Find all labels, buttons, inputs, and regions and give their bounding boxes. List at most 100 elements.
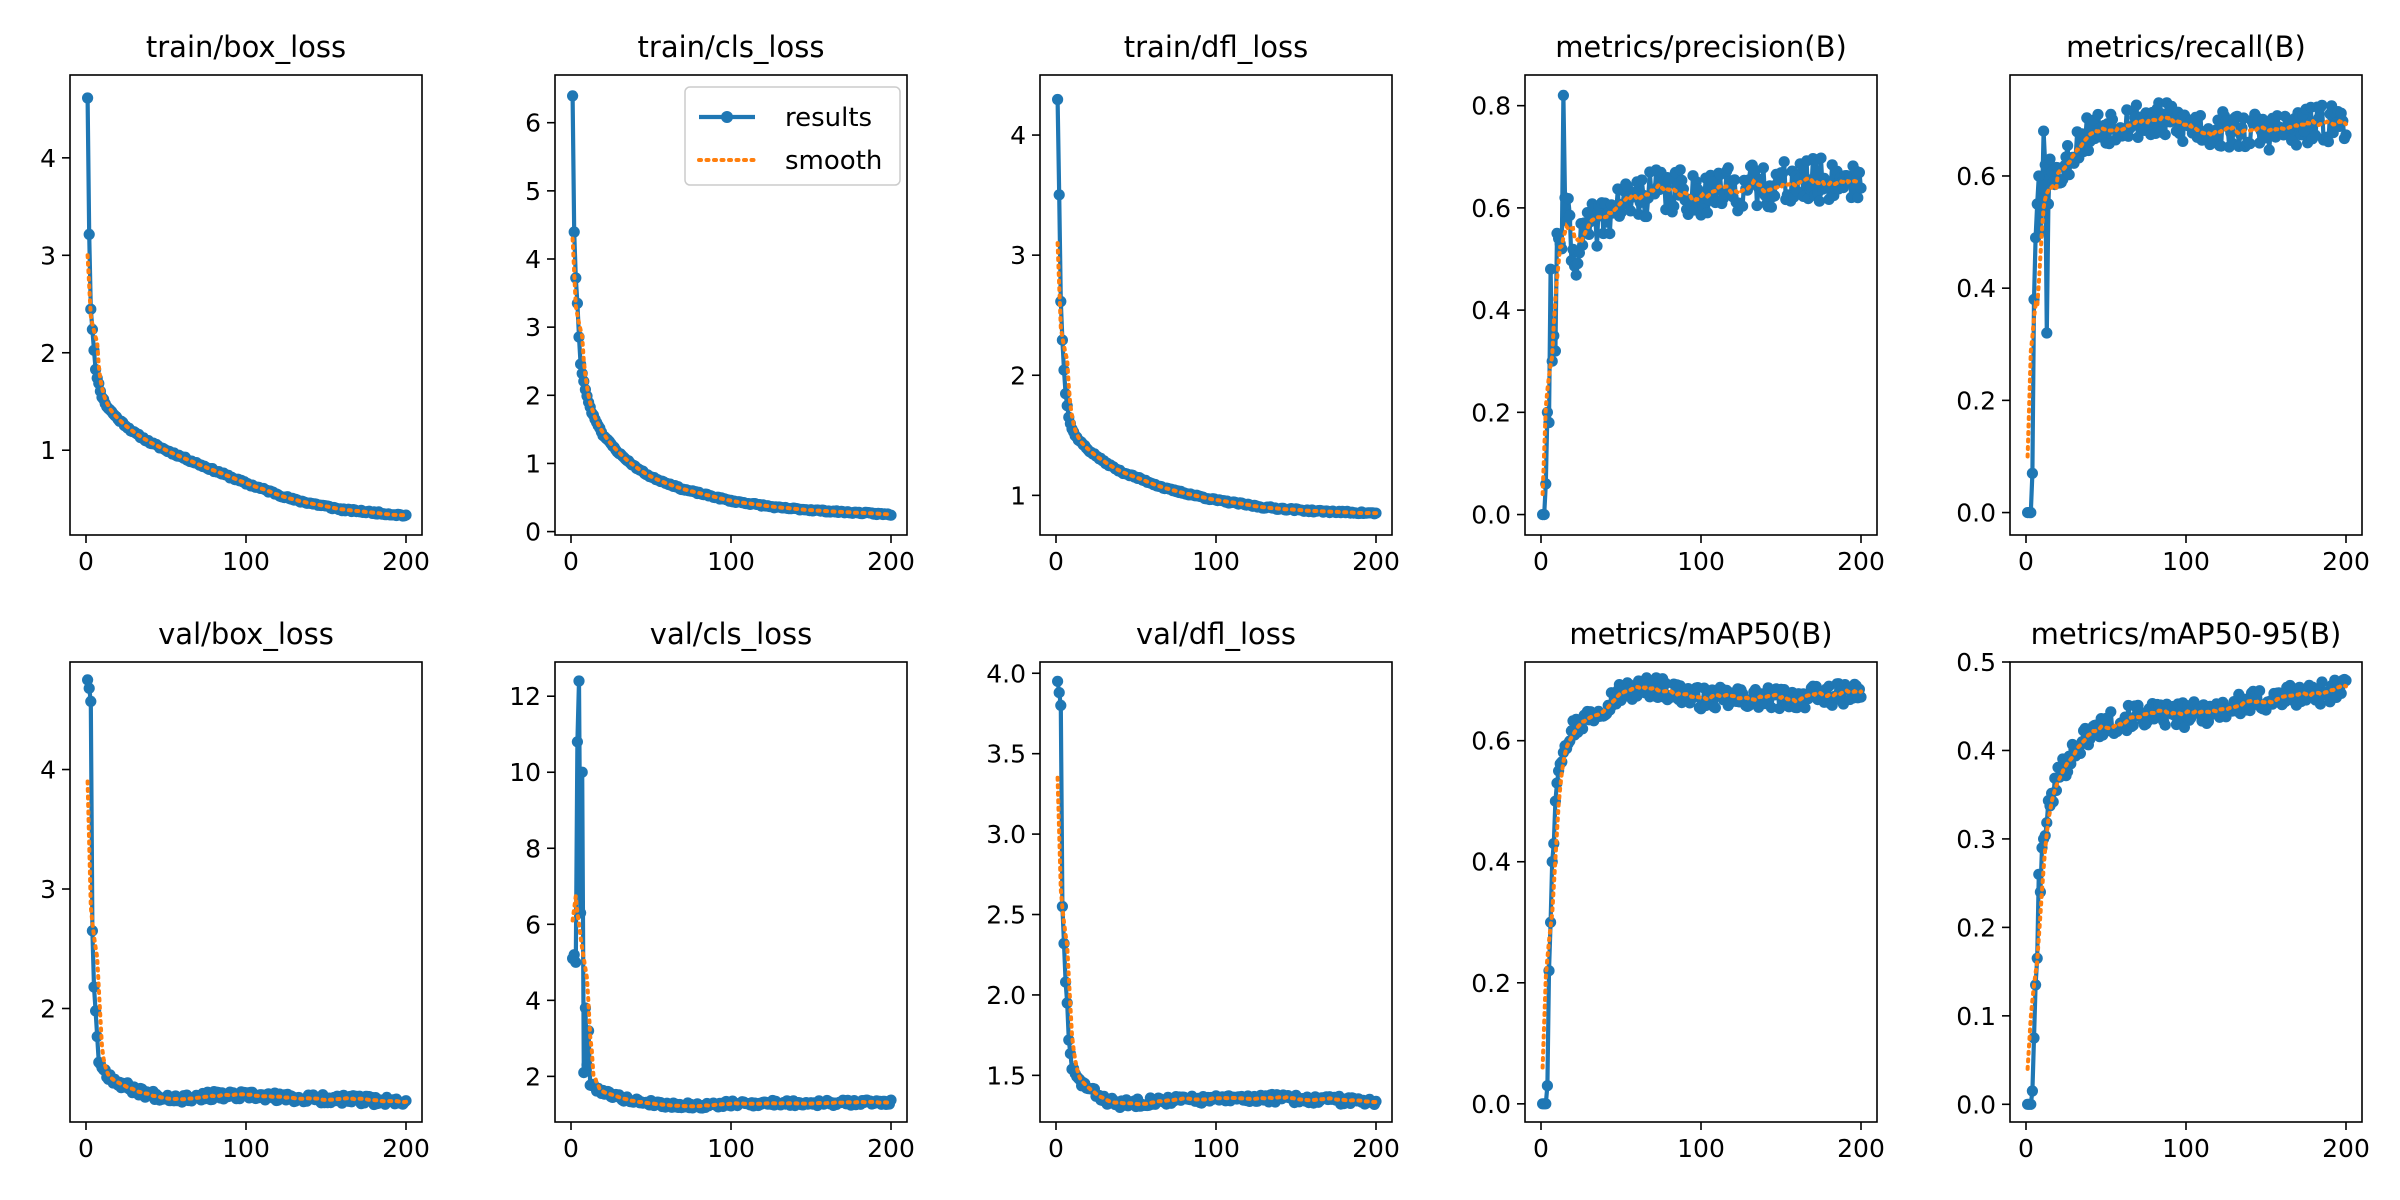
- results-line: [1542, 675, 1864, 1106]
- legend-results-marker: [721, 111, 733, 123]
- results-point: [1577, 239, 1589, 251]
- results-point: [83, 682, 95, 694]
- x-tick-label: 0: [1533, 547, 1549, 576]
- results-point: [1855, 691, 1867, 703]
- y-tick-label: 5: [525, 177, 541, 206]
- panel-title-train-cls-loss: train/cls_loss: [638, 30, 825, 64]
- results-point: [1604, 228, 1616, 240]
- results-point: [1692, 183, 1704, 195]
- results-point: [1778, 156, 1790, 168]
- y-tick-label: 4: [40, 144, 56, 173]
- results-point: [1541, 1080, 1553, 1092]
- y-tick-label: 6: [525, 109, 541, 138]
- y-tick-label: 4: [40, 756, 56, 785]
- panel-metrics-recall-b: metrics/recall(B) 0 100 200 0.0 0.2 0.4 0.6: [1956, 30, 2370, 576]
- y-tick-label: 0.6: [1956, 162, 1996, 191]
- smooth-line: [2025, 114, 2348, 459]
- legend-smooth-label: smooth: [785, 146, 882, 176]
- results-point: [1799, 702, 1811, 714]
- plot-area-train-dfl-loss: [1052, 93, 1382, 520]
- results-point: [2025, 1098, 2037, 1110]
- results-point: [1754, 173, 1766, 186]
- results-point: [1701, 207, 1713, 219]
- results-point: [581, 1059, 593, 1071]
- results-point: [2177, 135, 2189, 147]
- results-point: [2041, 327, 2053, 339]
- results-point: [2244, 705, 2256, 717]
- results-point: [2263, 144, 2275, 156]
- results-point: [2127, 719, 2139, 731]
- y-tick-label: 4: [525, 245, 541, 274]
- results-point: [82, 92, 94, 104]
- axes-frame: [1039, 661, 1393, 1123]
- x-tick-label: 100: [2162, 1134, 2210, 1163]
- results-point: [2106, 113, 2118, 126]
- results-point: [2082, 144, 2094, 157]
- x-tick-label: 100: [707, 1134, 755, 1163]
- results-point: [2033, 868, 2045, 880]
- y-tick-label: 1: [1010, 481, 1026, 510]
- plot-area-metrics-recall-b: [2022, 97, 2352, 519]
- results-point: [1636, 174, 1648, 186]
- results-point: [1729, 174, 1741, 186]
- results-point: [83, 228, 95, 240]
- panel-metrics-precision-b: metrics/precision(B) 0 100 200 0.0 0.2 0.4 0.6 0…: [1471, 30, 1885, 576]
- results-point: [2130, 99, 2142, 111]
- results-point: [1572, 257, 1584, 270]
- results-line: [570, 678, 893, 1111]
- x-tick-label: 100: [1677, 1134, 1725, 1163]
- y-tick-label: 2.5: [986, 901, 1026, 930]
- panel-title-metrics-map50-95-b: metrics/mAP50-95(B): [2031, 617, 2342, 651]
- y-tick-label: 0.4: [1471, 848, 1511, 877]
- x-tick-label: 100: [1192, 1134, 1240, 1163]
- smooth-line: [85, 253, 408, 518]
- x-tick-label: 200: [867, 1134, 915, 1163]
- plot-area-val-cls-loss: [567, 675, 897, 1114]
- results-point: [885, 509, 897, 521]
- results-point: [573, 675, 585, 687]
- smooth-line: [570, 895, 893, 1109]
- y-tick-label: 2: [525, 1062, 541, 1091]
- smooth-line: [1055, 775, 1378, 1107]
- results-point: [1570, 269, 1582, 281]
- results-point: [2026, 467, 2038, 479]
- y-tick-label: 0.0: [1471, 1090, 1511, 1119]
- x-tick-label: 200: [2322, 547, 2370, 576]
- results-point: [1557, 89, 1569, 101]
- results-point: [1765, 201, 1777, 213]
- y-tick-label: 0.2: [1471, 969, 1511, 998]
- x-tick-label: 0: [78, 1134, 94, 1163]
- smooth-line: [2025, 683, 2348, 1071]
- plot-area-val-dfl-loss: [1052, 675, 1382, 1113]
- x-tick-label: 200: [382, 1134, 430, 1163]
- panel-title-metrics-recall-b: metrics/recall(B): [2066, 30, 2306, 64]
- x-tick-label: 200: [1352, 547, 1400, 576]
- y-tick-label: 2: [40, 994, 56, 1023]
- results-point: [2044, 153, 2056, 165]
- results-point: [2254, 685, 2266, 697]
- panel-title-metrics-map50-b: metrics/mAP50(B): [1569, 617, 1832, 651]
- results-point: [1769, 190, 1781, 202]
- results-point: [91, 1031, 103, 1043]
- axes-frame: [1039, 74, 1393, 536]
- y-tick-label: 0: [525, 518, 541, 547]
- x-tick-label: 0: [2018, 1134, 2034, 1163]
- y-tick-label: 4: [525, 986, 541, 1015]
- results-point: [1674, 164, 1686, 176]
- results-point: [1709, 702, 1721, 714]
- y-tick-label: 4: [1010, 121, 1026, 150]
- results-point: [2038, 125, 2050, 137]
- results-point: [2092, 108, 2104, 121]
- plot-area-train-cls-loss: [567, 90, 897, 521]
- panel-train-box-loss: train/box_loss 0 100 200 1 2 3 4: [40, 30, 430, 576]
- results-point: [571, 736, 584, 748]
- results-line: [1055, 99, 1377, 516]
- y-tick-label: 2: [1010, 361, 1026, 390]
- smooth-line: [1055, 241, 1378, 516]
- results-point: [2314, 698, 2326, 710]
- panel-train-cls-loss: train/cls_loss 0 100 200 0 1 2 3 4 5 6 results smoot…: [525, 30, 915, 576]
- results-point: [2185, 712, 2197, 724]
- results-point: [2322, 136, 2334, 148]
- panel-val-box-loss: val/box_loss 0 100 200 2 3 4: [40, 617, 430, 1163]
